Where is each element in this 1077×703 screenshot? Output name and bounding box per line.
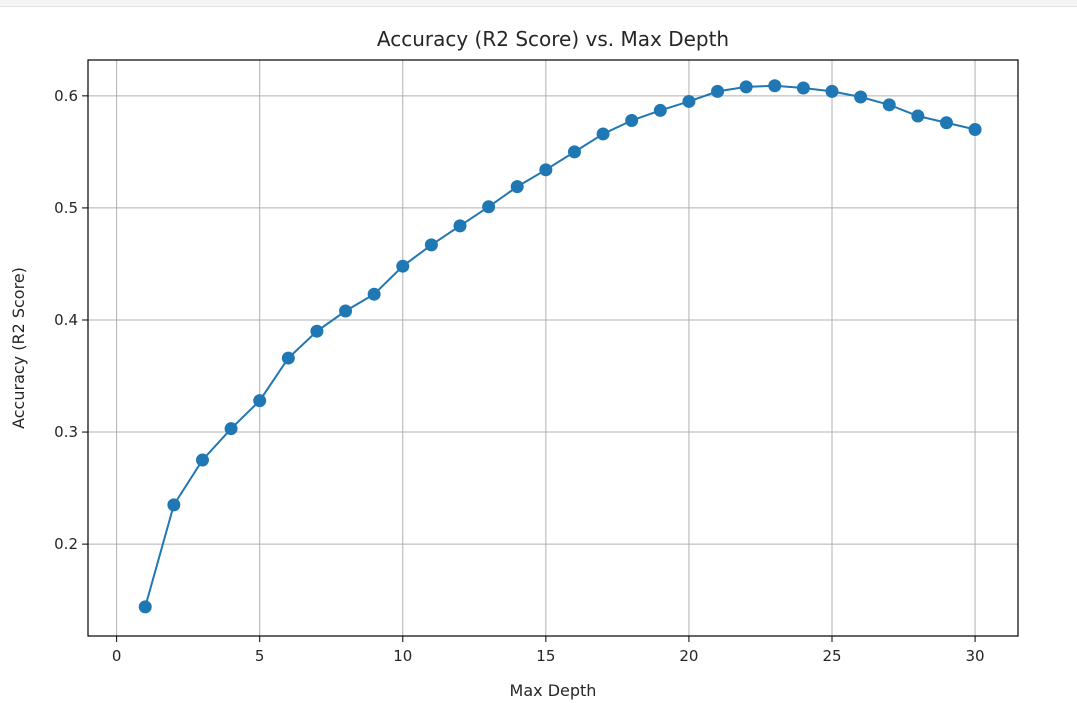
data-point: [625, 114, 639, 128]
axis-ticks: 0 5 10 15 20 25 30 0.2 0.3 0.4 0.5 0.6: [54, 87, 984, 665]
series-layer: [138, 79, 982, 614]
plot-frame: [87, 59, 1019, 637]
data-point: [711, 84, 725, 98]
y-tick-label: 0.2: [54, 535, 78, 553]
data-point: [424, 238, 438, 252]
y-tick-label: 0.5: [54, 199, 78, 217]
data-point: [825, 84, 839, 98]
data-point: [339, 304, 353, 318]
data-point: [367, 287, 381, 301]
y-tick-label: 0.6: [54, 87, 78, 105]
data-point: [968, 122, 982, 136]
chart-title: Accuracy (R2 Score) vs. Max Depth: [377, 27, 729, 51]
x-axis-title: Max Depth: [510, 681, 597, 700]
data-point: [939, 116, 953, 130]
series-line: [144, 84, 976, 608]
y-tick-label: 0.4: [54, 311, 78, 329]
y-tick-label: 0.3: [54, 423, 78, 441]
x-tick-label: 15: [536, 647, 555, 665]
data-point: [195, 453, 209, 467]
x-tick-label: 0: [112, 647, 122, 665]
data-point: [854, 90, 868, 104]
x-tick-label: 20: [679, 647, 698, 665]
data-point: [281, 351, 295, 365]
x-tick-label: 30: [966, 647, 985, 665]
data-point: [882, 98, 896, 112]
grid: [88, 60, 1018, 636]
data-point: [796, 81, 810, 95]
x-tick-label: 5: [255, 647, 265, 665]
data-point: [396, 259, 410, 273]
y-axis-title: Accuracy (R2 Score): [9, 267, 28, 429]
data-point: [253, 394, 267, 408]
data-point: [453, 219, 467, 233]
data-point: [310, 324, 324, 338]
data-point: [539, 163, 553, 177]
data-point: [167, 498, 181, 512]
data-point: [510, 180, 524, 194]
data-point: [768, 79, 782, 93]
data-point: [482, 200, 496, 214]
data-point: [653, 103, 667, 117]
data-point: [739, 80, 753, 94]
data-point: [138, 600, 152, 614]
cell-top-strip: [0, 0, 1077, 7]
data-point: [682, 94, 696, 108]
data-point: [224, 422, 238, 436]
data-point: [911, 109, 925, 123]
x-tick-label: 25: [822, 647, 841, 665]
data-point: [596, 127, 610, 141]
x-tick-label: 10: [393, 647, 412, 665]
data-point: [567, 145, 581, 159]
